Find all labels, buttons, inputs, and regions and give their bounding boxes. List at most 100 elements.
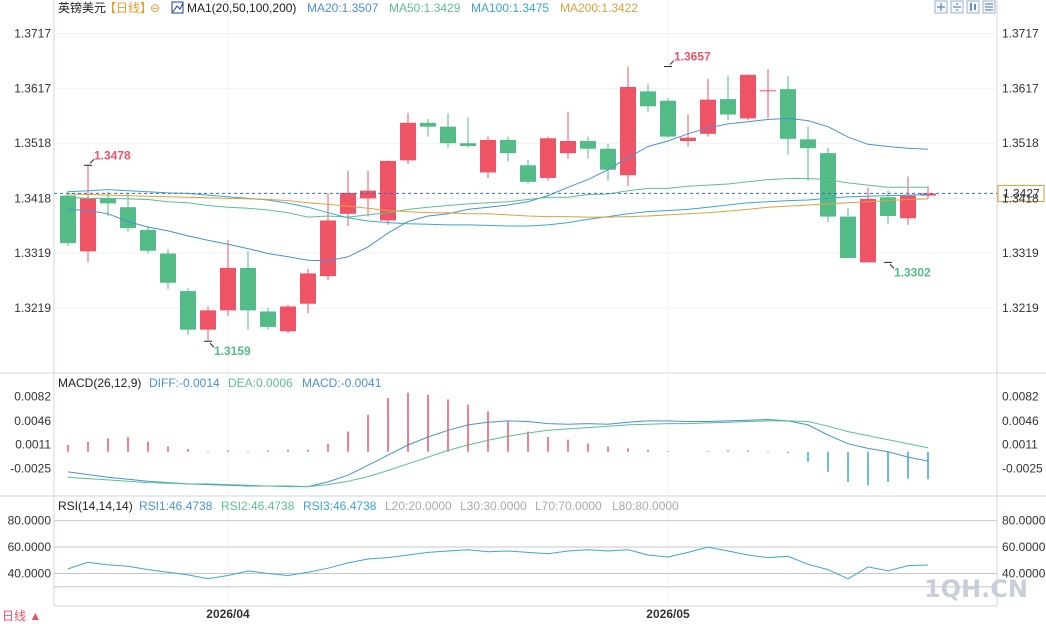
extreme-marker-arrow	[209, 342, 215, 348]
zoom-in-icon[interactable]	[934, 0, 948, 14]
price-tick-right: 1.3219	[1002, 301, 1039, 315]
price-tick-left: 1.3219	[14, 301, 51, 315]
ma100-value: MA100:1.3475	[471, 1, 549, 15]
rsi-tick-right: 60.0000	[1002, 540, 1046, 554]
macd-tick-left: -0.0025	[10, 462, 51, 476]
macd-tick-left: 0.0082	[14, 390, 51, 404]
candle-body	[120, 207, 136, 229]
candle-body	[220, 267, 236, 311]
moving-averages: 1.3427 1.3478 1.3159 1.3657 1.3302	[54, 50, 1045, 358]
candle-body	[480, 139, 496, 173]
rsi-tick-right: 40.0000	[1002, 567, 1046, 581]
rsi3-value: RSI3:46.4738	[303, 499, 377, 513]
candle-body	[360, 190, 376, 199]
price-tick-left: 1.3617	[14, 82, 51, 96]
macd-tick-left: 0.0046	[14, 414, 51, 428]
extreme-marker-arrow	[669, 60, 675, 65]
candle-body	[340, 192, 356, 214]
candle-body	[740, 74, 756, 119]
price-tick-left: 1.3717	[14, 26, 51, 40]
ma-toggle-icon[interactable]	[171, 1, 184, 14]
ma-line-ma200	[67, 193, 929, 218]
rsi-l30: L30:30.0000	[460, 499, 527, 513]
period-tab[interactable]: 日线 ▲	[2, 609, 41, 623]
macd-dea-value: DEA:0.0006	[228, 376, 293, 390]
extreme-label: 1.3302	[894, 265, 931, 279]
watermark: 1QH.CN	[924, 575, 1028, 603]
rsi-l20: L20:20.0000	[385, 499, 452, 513]
candle-body	[320, 220, 336, 277]
zoom-out-icon[interactable]	[950, 0, 964, 14]
macd-panel	[67, 392, 929, 488]
candle-body	[200, 310, 216, 330]
last-price-label: 1.3427	[1003, 186, 1040, 200]
macd-tick-right: 0.0046	[1002, 414, 1039, 428]
candle-body	[140, 229, 156, 251]
macd-line-diff	[67, 418, 929, 488]
candle-body	[500, 139, 516, 154]
price-tick-left: 1.3319	[14, 246, 51, 260]
ma-line-ma20	[67, 117, 929, 262]
ma-line-ma100	[67, 189, 929, 227]
macd-diff-value: DIFF:-0.0014	[149, 376, 220, 390]
rsi-label: RSI(14,14,14)	[58, 499, 133, 513]
candle-body	[580, 141, 596, 149]
symbol-title: 英镑美元	[58, 0, 106, 15]
candle-body	[520, 165, 536, 182]
candle-body	[260, 311, 276, 327]
candle-body	[800, 139, 816, 149]
rsi-tick-left: 40.0000	[8, 567, 52, 581]
ma200-value: MA200:1.3422	[560, 1, 638, 15]
ma-label: MA1(20,50,100,200)	[187, 1, 296, 15]
rsi1-value: RSI1:46.4738	[139, 499, 213, 513]
candle-body	[700, 99, 716, 134]
settings-icon[interactable]: ⊖	[150, 1, 160, 15]
candle-body	[420, 122, 436, 127]
price-tick-right: 1.3518	[1002, 136, 1039, 150]
extreme-label: 1.3657	[674, 50, 711, 64]
price-tick-right: 1.3319	[1002, 246, 1039, 260]
rsi-tick-right: 80.0000	[1002, 514, 1046, 528]
last-price-tag	[997, 184, 1045, 202]
candle-body	[680, 137, 696, 142]
ma-line-ma50	[67, 178, 928, 218]
price-tick-right: 1.3717	[1002, 26, 1039, 40]
candle-body	[660, 100, 676, 137]
candle-body	[760, 90, 776, 92]
macd-label: MACD(26,12,9)	[58, 376, 141, 390]
extreme-marker-arrow	[89, 158, 95, 164]
period-label[interactable]: 【日线】	[104, 1, 152, 15]
ma20-value: MA20:1.3507	[307, 1, 379, 15]
extreme-label: 1.3159	[214, 344, 251, 358]
candle-body	[440, 126, 456, 144]
extreme-marker-arrow	[889, 264, 895, 269]
candle-body	[900, 195, 916, 219]
candle-body	[720, 99, 736, 115]
candle-body	[80, 198, 96, 252]
candle-type-icon[interactable]	[966, 0, 980, 14]
macd-hist-value: MACD:-0.0041	[302, 376, 382, 390]
rsi-tick-left: 60.0000	[8, 540, 52, 554]
candles	[60, 66, 936, 342]
candle-body	[540, 138, 556, 178]
candle-body	[600, 148, 616, 170]
candle-body	[880, 197, 896, 217]
candle-body	[860, 198, 876, 263]
macd-line-dea	[67, 420, 929, 488]
rsi2-value: RSI2:46.4738	[221, 499, 295, 513]
rsi-panel	[54, 520, 997, 588]
candle-body	[300, 273, 316, 304]
price-tick-left: 1.3418	[14, 191, 51, 205]
rsi-tick-left: 80.0000	[8, 514, 52, 528]
candle-body	[280, 306, 296, 332]
candle-body	[460, 143, 476, 146]
layout-icon[interactable]	[982, 0, 996, 14]
price-tick-left: 1.3518	[14, 136, 51, 150]
macd-tick-right: -0.0025	[1002, 462, 1043, 476]
ma50-value: MA50:1.3429	[389, 1, 461, 15]
candle-body	[400, 122, 416, 161]
extreme-label: 1.3478	[94, 148, 131, 162]
rsi-l80: L80:80.0000	[612, 499, 679, 513]
